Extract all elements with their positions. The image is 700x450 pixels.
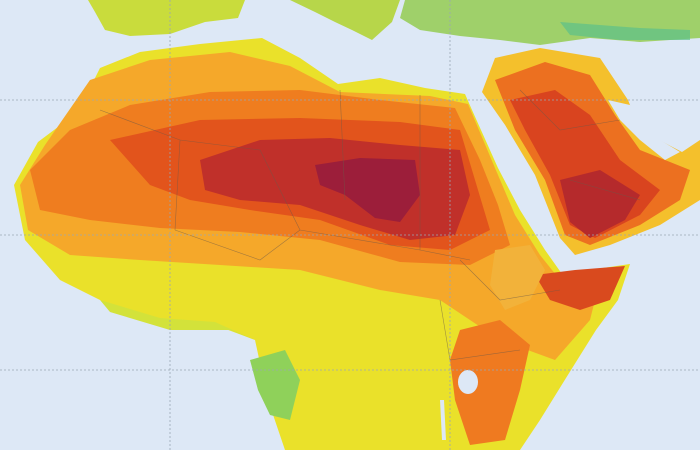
red-sea: [468, 95, 556, 248]
persian-gulf: [608, 100, 680, 160]
ethiopia-highland: [490, 245, 545, 310]
europe-land: [88, 0, 245, 36]
italy-balkans: [290, 0, 400, 40]
zone-deep-red: [315, 158, 420, 222]
lake-victoria: [458, 370, 478, 394]
horn-red: [535, 266, 625, 310]
country-borders: [99, 89, 641, 361]
lake-tanganyika: [440, 400, 446, 440]
europe-green: [560, 22, 690, 40]
west-africa-green: [250, 350, 300, 420]
gulf-coast-yellowgreen: [100, 300, 255, 340]
arabia-dark: [560, 170, 640, 238]
